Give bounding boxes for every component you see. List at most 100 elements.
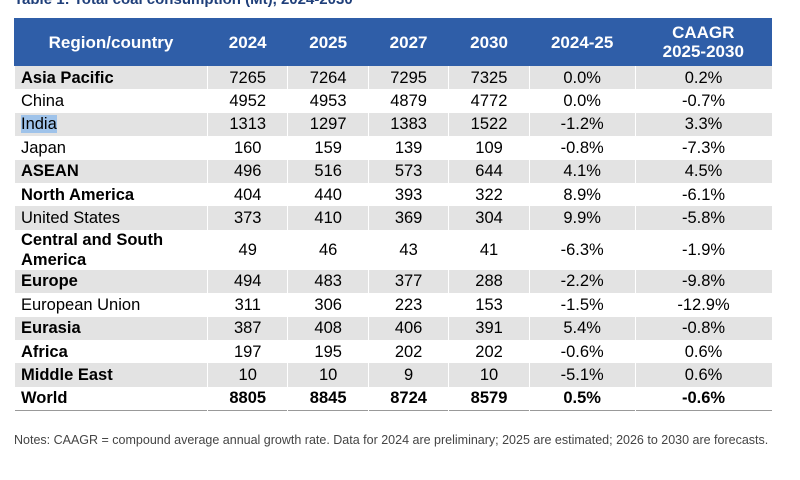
value-cell: 377 xyxy=(367,269,449,294)
region-cell: Asia Pacific xyxy=(14,65,208,90)
value-cell: 387 xyxy=(206,316,288,340)
header-cell: 2024 xyxy=(206,18,289,66)
region-cell: China xyxy=(14,89,208,113)
table-row: India 1313 1297 1383 1522 -1.2% 3.3% xyxy=(14,112,772,137)
table-row: China 4952 4953 4879 4772 0.0% -0.7% xyxy=(14,89,772,113)
data-table: Region/country 2024 2025 2027 2030 2024-25 CAA… xyxy=(14,18,773,412)
region-cell: Japan xyxy=(14,136,208,160)
value-cell: -6.3% xyxy=(528,229,636,270)
value-cell: 3.3% xyxy=(634,112,772,137)
value-cell: 46 xyxy=(287,229,369,270)
value-cell: -5.8% xyxy=(634,206,772,230)
value-cell: 153 xyxy=(448,293,530,317)
header-cell: CAAGR 2025-2030 xyxy=(634,18,773,66)
value-cell: 0.0% xyxy=(528,89,636,113)
value-cell: 4953 xyxy=(287,89,369,113)
value-cell: 496 xyxy=(206,159,288,183)
value-cell: 1297 xyxy=(287,112,369,137)
header-row: Region/country 2024 2025 2027 2030 2024-25 CAA… xyxy=(14,18,773,66)
value-cell: 369 xyxy=(367,206,449,230)
region-cell: North America xyxy=(14,182,208,207)
value-cell: 644 xyxy=(448,159,530,183)
value-cell: -0.8% xyxy=(634,316,772,340)
selection: India xyxy=(21,115,57,134)
value-cell: 306 xyxy=(287,293,369,317)
value-cell: 8579 xyxy=(448,386,530,411)
value-cell: 10 xyxy=(448,363,530,387)
region-cell: Central and South America xyxy=(14,229,208,270)
region-cell: World xyxy=(14,386,208,411)
value-cell: -1.2% xyxy=(528,112,636,137)
value-cell: 9 xyxy=(367,363,449,387)
value-cell: 4.1% xyxy=(528,159,636,183)
value-cell: 7295 xyxy=(367,65,449,90)
value-cell: 408 xyxy=(287,316,369,340)
value-cell: 202 xyxy=(448,339,530,364)
header-cell: 2030 xyxy=(448,18,530,66)
value-cell: 109 xyxy=(448,136,530,160)
value-cell: -9.8% xyxy=(634,269,772,294)
value-cell: 10 xyxy=(206,363,288,387)
value-cell: 391 xyxy=(448,316,530,340)
table-row: Europe 494 483 377 288 -2.2% -9.8% xyxy=(14,269,772,294)
value-cell: 0.6% xyxy=(634,339,772,364)
value-cell: 0.0% xyxy=(528,65,636,90)
value-cell: 49 xyxy=(206,229,288,270)
value-cell: 4952 xyxy=(206,89,288,113)
table-row: North America 404 440 393 322 8.9% -6.1% xyxy=(14,182,772,207)
value-cell: -6.1% xyxy=(634,182,772,207)
value-cell: 404 xyxy=(206,182,288,207)
value-cell: -5.1% xyxy=(528,363,636,387)
value-cell: 8.9% xyxy=(528,182,636,207)
region-cell: ASEAN xyxy=(14,159,208,183)
value-cell: 322 xyxy=(448,182,530,207)
value-cell: 8805 xyxy=(206,386,288,411)
value-cell: 41 xyxy=(448,229,530,270)
header-cell: 2024-25 xyxy=(528,18,636,66)
table-row: United States 373 410 369 304 9.9% -5.8% xyxy=(14,206,772,230)
value-cell: -0.7% xyxy=(634,89,772,113)
table-row: Central and South America 49 46 43 41 -6.3% -1… xyxy=(14,229,772,270)
region-cell: United States xyxy=(14,206,208,230)
value-cell: 7325 xyxy=(448,65,530,90)
value-cell: 516 xyxy=(287,159,369,183)
region-cell: India xyxy=(14,112,208,137)
table-row: Asia Pacific 7265 7264 7295 7325 0.0% 0.2% xyxy=(14,65,772,90)
value-cell: 4.5% xyxy=(634,159,772,183)
region-cell: European Union xyxy=(14,293,208,317)
value-cell: -0.8% xyxy=(528,136,636,160)
region-cell: Middle East xyxy=(14,363,208,387)
value-cell: -1.9% xyxy=(634,229,772,270)
value-cell: 7265 xyxy=(206,65,288,90)
value-cell: 0.5% xyxy=(528,386,636,411)
value-cell: -2.2% xyxy=(528,269,636,294)
table-row: Africa 197 195 202 202 -0.6% 0.6% xyxy=(14,339,772,364)
header-cell: 2025 xyxy=(287,18,369,66)
notes: Notes: CAAGR = compound average annual g… xyxy=(14,433,769,447)
region-cell: Eurasia xyxy=(14,316,208,340)
table-row: Middle East 10 10 9 10 -5.1% 0.6% xyxy=(14,363,772,387)
value-cell: 0.6% xyxy=(634,363,772,387)
value-cell: 1383 xyxy=(367,112,449,137)
value-cell: 9.9% xyxy=(528,206,636,230)
value-cell: -7.3% xyxy=(634,136,772,160)
value-cell: 494 xyxy=(206,269,288,294)
value-cell: 195 xyxy=(287,339,369,364)
value-cell: 393 xyxy=(367,182,449,207)
header-cell: 2027 xyxy=(367,18,450,66)
value-cell: 139 xyxy=(367,136,449,160)
value-cell: 373 xyxy=(206,206,288,230)
value-cell: 1522 xyxy=(448,112,530,137)
table-title: Table 1: Total coal consumption (Mt), 20… xyxy=(14,0,353,8)
table-row: ASEAN 496 516 573 644 4.1% 4.5% xyxy=(14,159,772,183)
value-cell: 311 xyxy=(206,293,288,317)
value-cell: 440 xyxy=(287,182,369,207)
value-cell: 10 xyxy=(287,363,369,387)
value-cell: 406 xyxy=(367,316,449,340)
header-cell: Region/country xyxy=(14,18,208,66)
value-cell: 8724 xyxy=(367,386,449,411)
table-row: Eurasia 387 408 406 391 5.4% -0.8% xyxy=(14,316,772,340)
value-cell: 223 xyxy=(367,293,449,317)
value-cell: 7264 xyxy=(287,65,369,90)
